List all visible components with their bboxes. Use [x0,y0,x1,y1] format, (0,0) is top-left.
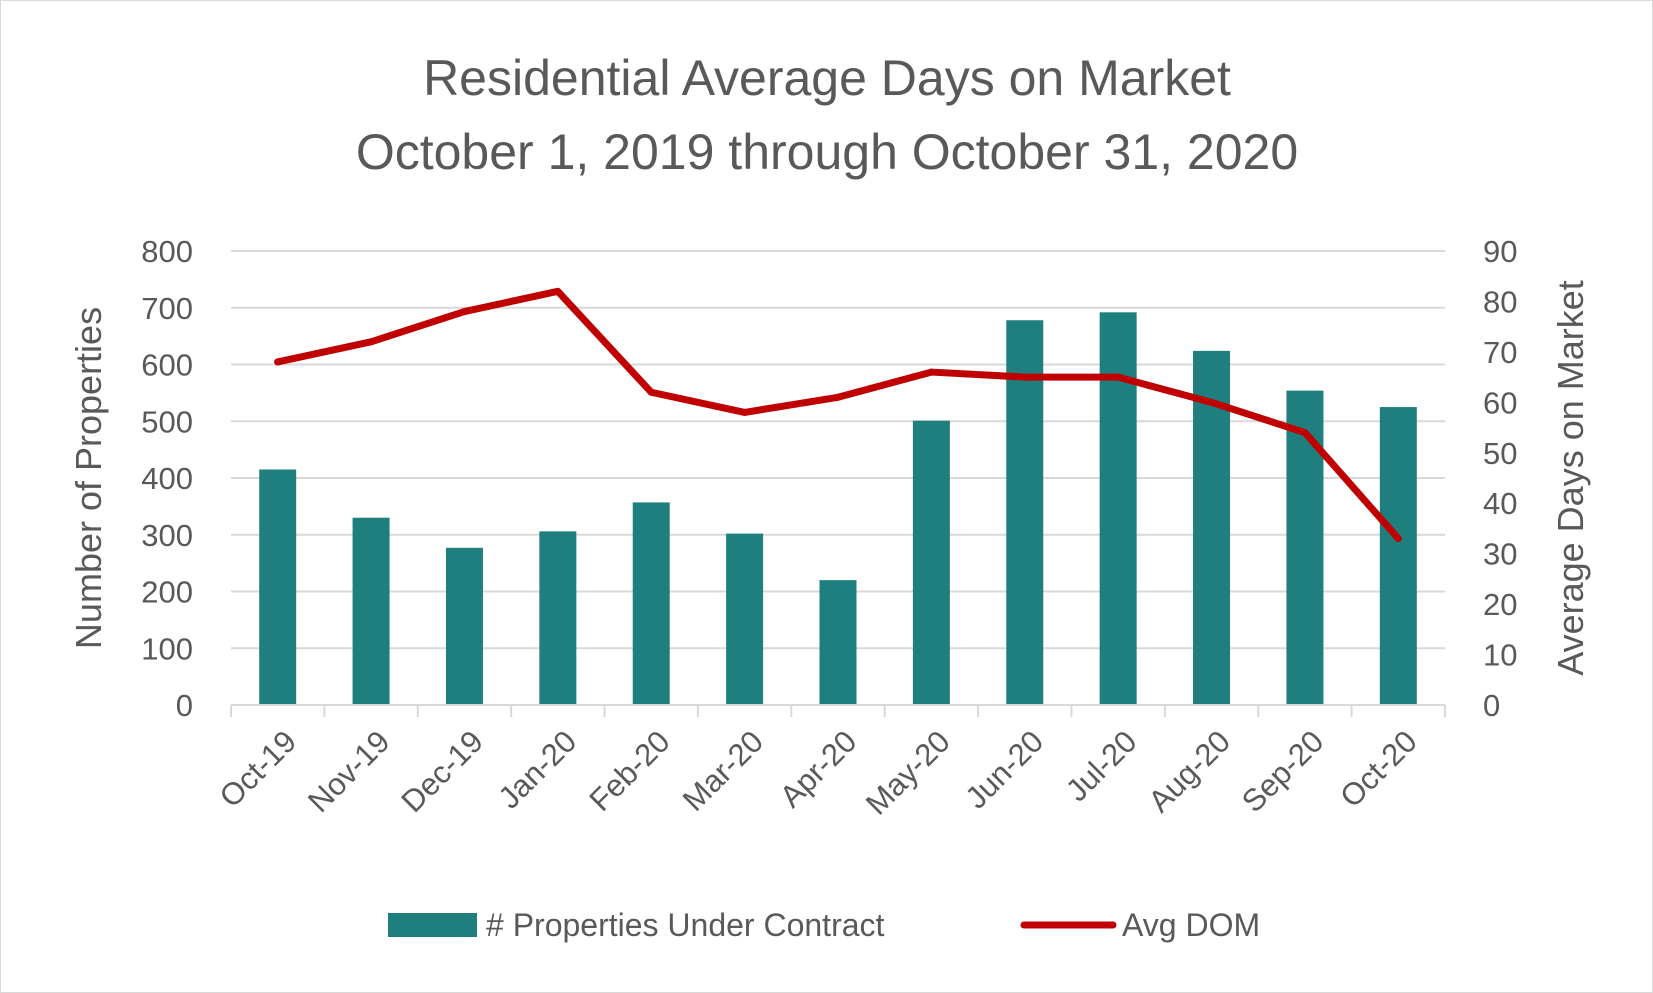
x-tick-label: Mar-20 [676,724,770,818]
y-right-tick-label: 20 [1483,587,1517,622]
gridlines [231,250,1445,650]
y-right-tick-label: 30 [1483,537,1517,572]
y-left-tick-label: 800 [141,234,193,269]
x-tick-label: Feb-20 [582,724,676,818]
x-tick-label: Jun-20 [958,724,1050,816]
legend-label-properties: # Properties Under Contract [486,907,885,943]
bar [259,469,297,705]
x-tick-label: Aug-20 [1142,724,1237,819]
y-left-tick-label: 600 [141,348,193,383]
chart-title-line-2: October 1, 2019 through October 31, 2020 [356,124,1298,180]
line-point [1394,535,1402,543]
bar [1099,312,1137,705]
y-right-tick-label: 70 [1483,335,1517,370]
line-point [1301,429,1309,437]
x-tick-label: Apr-20 [773,724,864,815]
y-axis-left-title: Number of Properties [68,307,109,649]
line-point [1208,398,1216,406]
line-point [741,408,749,416]
avg-dom-line [274,287,1402,543]
bar [445,547,483,705]
y-axis-left: 0 100 200 300 400 500 600 700 800 [141,234,193,723]
x-tick-label: Oct-20 [1333,724,1424,815]
y-right-tick-label: 60 [1483,385,1517,420]
bar [539,531,577,705]
bar-series [259,312,1417,705]
bar [352,517,390,705]
bar [632,502,670,705]
line-point [367,338,375,346]
y-right-tick-label: 10 [1483,638,1517,673]
legend: # Properties Under Contract Avg DOM [388,907,1260,943]
legend-entry-properties: # Properties Under Contract [388,907,885,943]
y-left-tick-label: 200 [141,575,193,610]
legend-label-avg-dom: Avg DOM [1122,907,1260,943]
x-tick-label: Jul-20 [1059,724,1143,808]
line-point [274,358,282,366]
x-tick-label: Dec-19 [394,724,489,819]
line-point [554,287,562,295]
x-tick-label: Jan-20 [492,724,584,816]
y-right-tick-label: 0 [1483,688,1500,723]
y-right-tick-label: 90 [1483,234,1517,269]
bar [726,533,764,705]
chart-title: Residential Average Days on Market Octob… [356,50,1298,180]
x-tick-label: May-20 [859,724,957,822]
bar [912,420,950,705]
line-point [460,308,468,316]
line-point [1114,373,1122,381]
y-right-tick-label: 40 [1483,486,1517,521]
y-left-tick-label: 100 [141,631,193,666]
line-point [1021,373,1029,381]
legend-entry-avg-dom: Avg DOM [1020,907,1260,943]
line-point [834,393,842,401]
y-right-tick-label: 80 [1483,284,1517,319]
x-tick-label: Nov-19 [301,724,396,819]
x-axis [230,704,1446,717]
y-left-tick-label: 700 [141,291,193,326]
line-point [647,388,655,396]
y-left-tick-label: 400 [141,461,193,496]
chart-title-line-1: Residential Average Days on Market [423,50,1231,106]
x-tick-label: Sep-20 [1235,724,1330,819]
bar [1379,407,1417,705]
y-axis-right-title: Average Days on Market [1550,280,1591,676]
y-axis-right: 0 10 20 30 40 50 60 70 80 90 [1483,234,1517,723]
line-series [274,287,1402,543]
x-tick-label: Oct-19 [213,724,304,815]
line-point [927,368,935,376]
y-right-tick-label: 50 [1483,436,1517,471]
y-left-tick-label: 300 [141,518,193,553]
y-left-tick-label: 500 [141,404,193,439]
bar [1006,320,1044,705]
legend-swatch-bar [388,913,477,937]
y-left-tick-label: 0 [176,688,193,723]
bar [819,580,857,705]
